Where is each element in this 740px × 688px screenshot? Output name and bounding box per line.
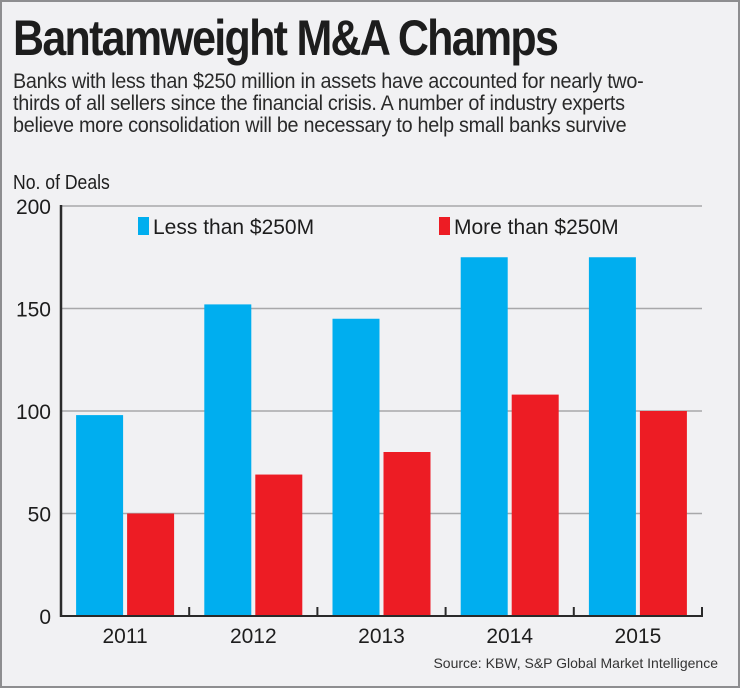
bars	[76, 257, 687, 616]
axes	[59, 205, 703, 617]
x-tick-label: 2011	[103, 625, 148, 648]
y-tick-label: 100	[16, 401, 51, 424]
legend-label: More than $250M	[454, 216, 619, 239]
source-note: Source: KBW, S&P Global Market Intellige…	[433, 655, 718, 671]
x-tick-label: 2015	[615, 625, 662, 648]
y-axis-label: No. of Deals	[13, 172, 110, 194]
x-tick-labels: 2011 2012 2013 2014 2015	[103, 625, 662, 648]
chart-title: Bantamweight M&A Champs	[13, 10, 559, 66]
bar-more-than-250m-2015	[639, 411, 687, 616]
bar-more-than-250m-2012	[255, 474, 303, 616]
bar-more-than-250m-2014	[511, 394, 559, 616]
y-tick-labels: 0 50 100 150 200	[16, 196, 51, 629]
legend-swatch	[439, 217, 450, 235]
y-tick-label: 150	[16, 299, 51, 322]
bar-less-than-250m-2011	[76, 415, 124, 616]
bar-less-than-250m-2012	[204, 304, 252, 616]
bar-less-than-250m-2013	[332, 318, 380, 616]
bar-less-than-250m-2015	[588, 257, 636, 616]
legend-label: Less than $250M	[153, 216, 314, 239]
y-tick-label: 50	[28, 504, 51, 527]
bar-less-than-250m-2014	[460, 257, 508, 616]
x-tick-label: 2012	[230, 625, 277, 648]
chart-subtitle: Banks with less than $250 million in ass…	[13, 69, 644, 137]
bar-more-than-250m-2013	[383, 452, 431, 616]
y-tick-label: 0	[39, 606, 51, 629]
legend-swatch	[138, 217, 149, 235]
bar-more-than-250m-2011	[127, 513, 175, 616]
x-tick-label: 2013	[358, 625, 405, 648]
x-tick-label: 2014	[486, 625, 533, 648]
y-tick-label: 200	[16, 196, 51, 219]
legend: Less than $250M More than $250M	[138, 216, 619, 239]
